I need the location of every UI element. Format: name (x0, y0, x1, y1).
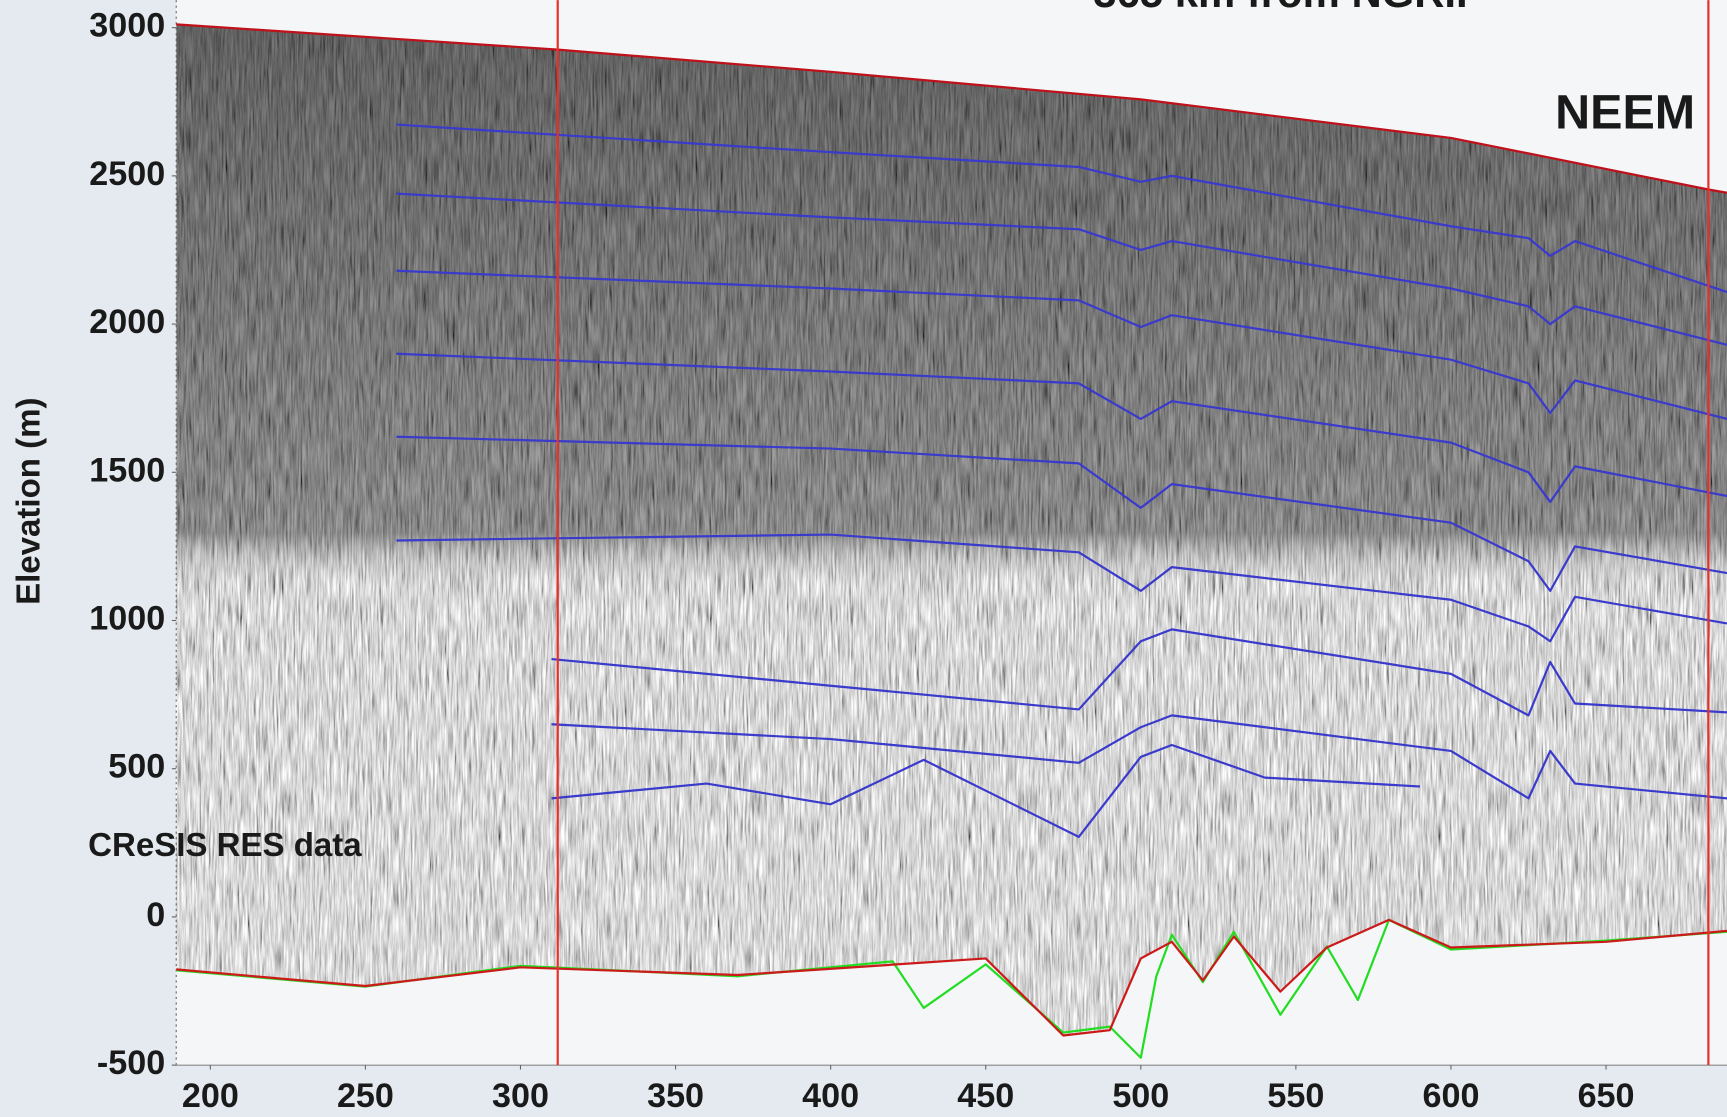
line-series (396, 352, 1727, 504)
line-series (396, 269, 1727, 421)
y-tick-label: 2000 (89, 303, 165, 341)
line-series (551, 743, 1421, 838)
radargram (176, 24, 1727, 1036)
x-tick-label: 400 (802, 1077, 859, 1115)
line-series (551, 628, 1727, 717)
x-tick-label: 350 (647, 1077, 704, 1115)
line-series (396, 123, 1727, 294)
line-series (396, 435, 1727, 592)
y-axis-label: Elevation (m) (11, 398, 48, 605)
x-tick-label: 650 (1578, 1077, 1635, 1115)
x-tick-label: 600 (1422, 1077, 1479, 1115)
y-tick-label: 1500 (89, 451, 165, 489)
line-series (396, 192, 1727, 346)
x-tick-label: 200 (182, 1077, 239, 1115)
x-tick-label: 550 (1267, 1077, 1324, 1115)
y-tick-label: 0 (146, 896, 165, 934)
x-tick-label: 250 (337, 1077, 394, 1115)
chart-title: 365 km from NGRIP (1093, 0, 1484, 16)
annotation: NEEM (1555, 86, 1695, 140)
x-tick-label: 450 (957, 1077, 1014, 1115)
y-tick-label: 2500 (89, 155, 165, 193)
y-tick-label: 3000 (89, 7, 165, 45)
x-tick-label: 300 (492, 1077, 549, 1115)
line-series (176, 918, 1727, 1037)
x-tick-label: 500 (1112, 1077, 1169, 1115)
radar-shade (176, 24, 1727, 1036)
y-tick-label: 1000 (89, 600, 165, 638)
annotation: CReSIS RES data (88, 827, 362, 864)
line-series (396, 533, 1727, 643)
y-tick-label: 500 (108, 748, 165, 786)
y-tick-label: -500 (97, 1044, 165, 1082)
line-series (551, 714, 1727, 800)
